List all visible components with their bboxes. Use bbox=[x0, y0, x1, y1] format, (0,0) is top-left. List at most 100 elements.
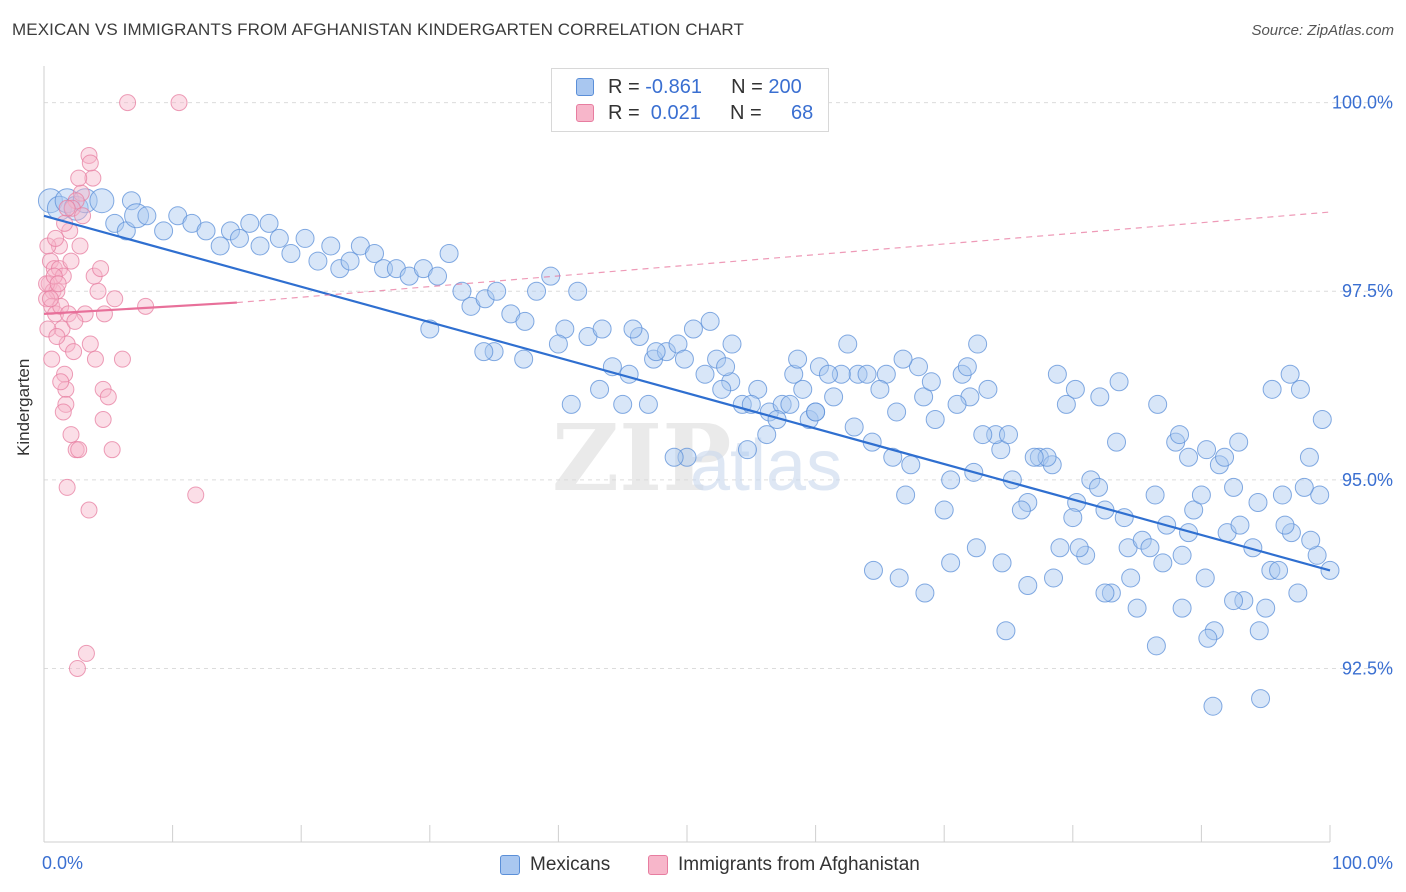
series-legend-afghanistan[interactable]: Immigrants from Afghanistan bbox=[648, 851, 920, 879]
mexicans-point bbox=[1248, 492, 1268, 512]
mexicans-point bbox=[365, 244, 385, 264]
mexicans-point bbox=[295, 228, 315, 248]
mexicans-point bbox=[330, 259, 350, 279]
afghanistan-point bbox=[47, 229, 65, 247]
afghanistan-point bbox=[41, 290, 59, 308]
afghanistan-point bbox=[103, 441, 121, 459]
mexicans-point bbox=[978, 379, 998, 399]
mexicans-point bbox=[1145, 485, 1165, 505]
mexicans-point bbox=[439, 244, 459, 264]
mexicans-point bbox=[1203, 696, 1223, 716]
mexicans-point bbox=[1198, 628, 1218, 648]
x-tick-label: 100.0% bbox=[1332, 853, 1393, 873]
afghanistan-point bbox=[65, 343, 83, 361]
mexicans-point bbox=[1153, 553, 1173, 573]
mexicans-point bbox=[1234, 591, 1254, 611]
mexicans-point bbox=[757, 425, 777, 445]
mexicans-swatch bbox=[500, 855, 520, 875]
mexicans-point bbox=[656, 342, 676, 362]
mexicans-point bbox=[250, 236, 270, 256]
mexicans-point bbox=[105, 213, 125, 233]
mexicans-point bbox=[722, 334, 742, 354]
mexicans-point bbox=[838, 334, 858, 354]
afghanistan-point bbox=[84, 169, 102, 187]
mexicans-point bbox=[515, 311, 535, 331]
mexicans-point bbox=[259, 213, 279, 233]
mexicans-point bbox=[269, 228, 289, 248]
legend-n-value: 68 bbox=[790, 101, 814, 124]
mexicans-point bbox=[1224, 477, 1244, 497]
afghanistan-point bbox=[80, 501, 98, 519]
mexicans-point bbox=[1262, 379, 1282, 399]
mexicans-point bbox=[991, 440, 1011, 460]
mexicans-point bbox=[1195, 568, 1215, 588]
y-axis-label: Kindergarten bbox=[14, 358, 33, 456]
mexicans-point bbox=[154, 221, 174, 241]
mexicans-point bbox=[1050, 538, 1070, 558]
series-legend-label: Mexicans bbox=[530, 854, 611, 875]
mexicans-point bbox=[1095, 583, 1115, 603]
mexicans-point bbox=[996, 621, 1016, 641]
mexicans-point bbox=[1065, 379, 1085, 399]
mexicans-point bbox=[1184, 500, 1204, 520]
mexicans-point bbox=[973, 425, 993, 445]
mexicans-point bbox=[428, 266, 448, 286]
mexicans-point bbox=[1018, 575, 1038, 595]
mexicans-point bbox=[1280, 364, 1300, 384]
mexicans-point bbox=[818, 364, 838, 384]
mexicans-point bbox=[941, 470, 961, 490]
mexicans-point bbox=[893, 349, 913, 369]
mexicans-point bbox=[1251, 689, 1271, 709]
watermark-atlas: atlas bbox=[690, 426, 842, 506]
mexicans-point bbox=[824, 387, 844, 407]
mexicans-point bbox=[695, 364, 715, 384]
afghanistan-point bbox=[74, 207, 92, 225]
mexicans-point bbox=[1269, 560, 1289, 580]
mexicans-point bbox=[1024, 447, 1044, 467]
mexicans-point bbox=[474, 342, 494, 362]
mexicans-point bbox=[914, 387, 934, 407]
mexicans-point bbox=[966, 538, 986, 558]
mexicans-point bbox=[941, 553, 961, 573]
mexicans-point bbox=[590, 379, 610, 399]
mexicans-point bbox=[240, 213, 260, 233]
mexicans-point bbox=[1272, 485, 1292, 505]
mexicans-point bbox=[957, 357, 977, 377]
legend-n-value: 200 bbox=[768, 75, 802, 98]
mexicans-point bbox=[793, 379, 813, 399]
afghanistan-point bbox=[71, 237, 89, 255]
afghanistan-swatch bbox=[648, 855, 668, 875]
mexicans-point bbox=[124, 203, 150, 229]
afghanistan-point bbox=[119, 94, 137, 112]
mexicans-point bbox=[716, 357, 736, 377]
mexicans-point bbox=[889, 568, 909, 588]
mexicans-point bbox=[1288, 583, 1308, 603]
mexicans-point bbox=[1301, 530, 1321, 550]
afghanistan-point bbox=[52, 373, 70, 391]
mexicans-point bbox=[1011, 500, 1031, 520]
mexicans-point bbox=[1127, 598, 1147, 618]
afghanistan-point bbox=[137, 297, 155, 315]
mexicans-point bbox=[992, 553, 1012, 573]
mexicans-point bbox=[452, 281, 472, 301]
mexicans-point bbox=[737, 440, 757, 460]
mexicans-point bbox=[1179, 447, 1199, 467]
mexicans-point bbox=[674, 349, 694, 369]
legend-r-value: 0.021 bbox=[645, 101, 701, 124]
mexicans-point bbox=[1215, 447, 1235, 467]
afghanistan-point bbox=[113, 350, 131, 368]
series-legend-label: Immigrants from Afghanistan bbox=[678, 854, 920, 875]
series-legend-mexicans[interactable]: Mexicans bbox=[500, 851, 610, 879]
mexicans-point bbox=[883, 447, 903, 467]
afghanistan-point bbox=[62, 252, 80, 270]
mexicans-point bbox=[592, 319, 612, 339]
mexicans-point bbox=[784, 364, 804, 384]
afghanistan-point bbox=[48, 328, 66, 346]
mexicans-point bbox=[210, 236, 230, 256]
mexicans-point bbox=[1312, 410, 1332, 430]
afghanistan-point bbox=[58, 478, 76, 496]
mexicans-point bbox=[1069, 538, 1089, 558]
afghanistan-point bbox=[81, 335, 99, 353]
mexicans-point bbox=[629, 327, 649, 347]
afghanistan-point bbox=[86, 350, 104, 368]
